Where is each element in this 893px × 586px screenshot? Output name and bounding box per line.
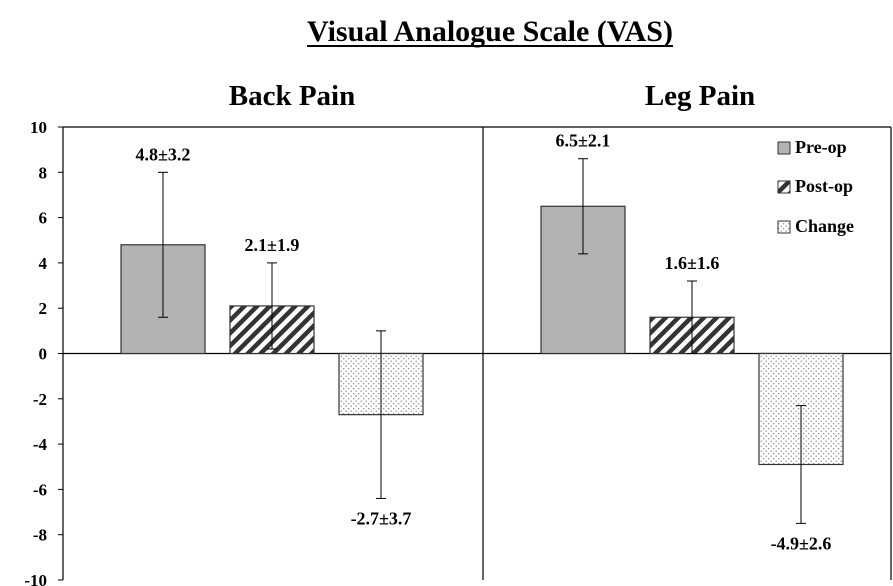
legend: Pre-op Post-op Change xyxy=(777,137,854,236)
legend-label: Pre-op xyxy=(795,137,847,157)
data-label: 2.1±1.9 xyxy=(245,235,300,255)
legend-swatch-pre-op xyxy=(777,141,791,155)
legend-label: Change xyxy=(795,216,854,236)
y-tick-label: 0 xyxy=(39,345,48,364)
y-tick-label: -8 xyxy=(33,526,47,545)
y-tick-label: -2 xyxy=(33,390,47,409)
data-label: 1.6±1.6 xyxy=(665,253,720,273)
data-label: 4.8±3.2 xyxy=(136,144,191,164)
data-label: 6.5±2.1 xyxy=(556,131,611,151)
y-tick-label: 8 xyxy=(39,163,48,182)
y-tick-label: -10 xyxy=(24,571,47,586)
data-label: -4.9±2.6 xyxy=(771,533,832,553)
panel-title: Leg Pain xyxy=(645,80,755,112)
y-tick-label: -6 xyxy=(33,480,47,499)
legend-label: Post-op xyxy=(795,176,853,196)
panel-title: Back Pain xyxy=(229,80,356,112)
legend-swatch-post-op xyxy=(777,180,791,194)
y-tick-label: 4 xyxy=(39,254,48,273)
y-tick-label: 6 xyxy=(39,209,48,228)
y-tick-label: 2 xyxy=(39,299,48,318)
data-label: -2.7±3.7 xyxy=(351,508,412,528)
chart-title: Visual Analogue Scale (VAS) xyxy=(307,15,673,48)
y-tick-label: -4 xyxy=(33,435,48,454)
y-tick-label: 10 xyxy=(30,118,47,137)
legend-swatch-change xyxy=(777,220,791,234)
